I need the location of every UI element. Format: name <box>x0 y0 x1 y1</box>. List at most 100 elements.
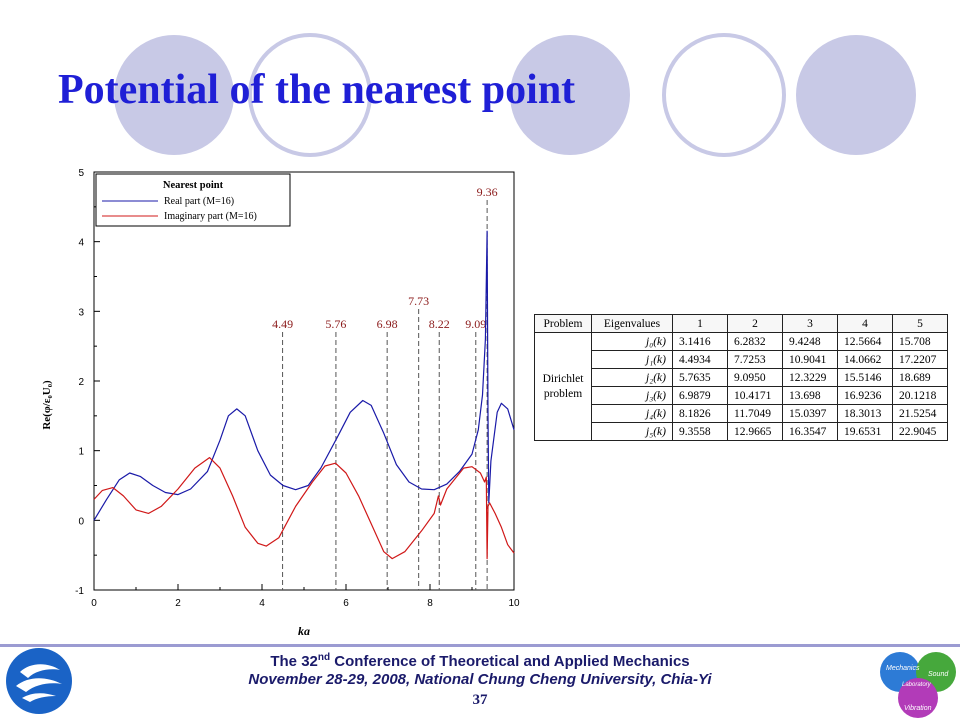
series-real-line <box>93 230 515 521</box>
logo-m: Mechanics <box>886 665 920 672</box>
x-tick-label: 6 <box>343 598 349 609</box>
table-row: j₄(k) 8.1826 11.7049 15.0397 18.3013 21.… <box>535 404 948 423</box>
value-cell: 15.708 <box>892 332 948 351</box>
header-col-3: 3 <box>782 314 838 333</box>
decor-circle-5 <box>796 35 916 155</box>
wave-bird-icon <box>16 664 62 702</box>
marker-label: 8.22 <box>429 317 450 331</box>
line-chart: 0 2 4 6 8 10 -1 0 1 2 3 4 5 4.49 5.76 6.98 7.738.22 9.0… <box>41 168 520 638</box>
y-tick-label: 3 <box>78 307 84 318</box>
plot-border <box>93 171 515 591</box>
value-cell: 9.4248 <box>782 332 838 351</box>
x-tick-label: 10 <box>508 598 520 609</box>
university-logo <box>6 648 72 714</box>
y-tick-label: -1 <box>75 586 84 597</box>
legend: Nearest point Real part (M=16) Imaginary… <box>95 173 291 227</box>
value-cell: 16.3547 <box>782 422 838 441</box>
header-col-5: 5 <box>892 314 948 333</box>
y-tick-label: 5 <box>78 168 84 179</box>
legend-entry-real: Real part (M=16) <box>164 196 234 207</box>
slide-title: Potential of the nearest point <box>58 67 576 113</box>
series-imag-line <box>93 457 515 560</box>
header-col-1: 1 <box>672 314 728 333</box>
header-col-4: 4 <box>837 314 893 333</box>
value-cell: 21.5254 <box>892 404 948 423</box>
value-cell: 12.3229 <box>782 368 838 387</box>
value-cell: 5.7635 <box>672 368 728 387</box>
problem-cell: Dirichlet problem <box>534 332 592 441</box>
conf-pre: The 32 <box>270 653 318 670</box>
value-cell: 13.698 <box>782 386 838 405</box>
value-cell: 11.7049 <box>727 404 783 423</box>
value-cell: 12.5664 <box>837 332 893 351</box>
value-cell: 12.9665 <box>727 422 783 441</box>
x-tick-label: 8 <box>427 598 433 609</box>
value-cell: 6.9879 <box>672 386 728 405</box>
x-axis-label: ka <box>298 624 310 638</box>
value-cell: 15.0397 <box>782 404 838 423</box>
eigenvalue-table-wrap: Problem Eigenvalues 1 2 3 4 5 Dirichlet p… <box>534 314 948 441</box>
fn-cell: j₅(k) <box>591 422 673 441</box>
conf-post: Conference of Theoretical and Applied Me… <box>330 653 690 670</box>
marker-label: 9.36 <box>477 185 498 199</box>
conference-name: The 32nd Conference of Theoretical and A… <box>0 652 960 670</box>
decor-circle-1 <box>114 35 234 155</box>
fn-cell: j₀(k) <box>591 332 673 351</box>
logo-l: Laboratory <box>902 682 932 688</box>
page-number: 37 <box>472 692 488 708</box>
y-axis-label: Re(φ/ε₀U₀) <box>41 380 53 430</box>
table-row: j₂(k) 5.7635 9.0950 12.3229 15.5146 18.6… <box>535 368 948 387</box>
value-cell: 18.689 <box>892 368 948 387</box>
axis-ticks <box>93 171 515 591</box>
value-cell: 9.3558 <box>672 422 728 441</box>
logo-s: Sound <box>928 671 949 678</box>
decor-circle-3 <box>510 35 630 155</box>
y-tick-label: 4 <box>78 238 84 249</box>
header-col-2: 2 <box>727 314 783 333</box>
logo-v: Vibration <box>904 705 932 712</box>
value-cell: 9.0950 <box>727 368 783 387</box>
series-lines <box>93 230 515 560</box>
conf-sup: nd <box>317 652 331 663</box>
value-cell: 16.9236 <box>837 386 893 405</box>
value-cell: 14.0662 <box>837 350 893 369</box>
x-tick-label: 4 <box>259 598 265 609</box>
value-cell: 20.1218 <box>892 386 948 405</box>
value-cell: 18.3013 <box>837 404 893 423</box>
x-tick-label: 2 <box>175 598 181 609</box>
value-cell: 22.9045 <box>892 422 948 441</box>
table-row: j₃(k) 6.9879 10.4171 13.698 16.9236 20.1… <box>535 386 948 405</box>
fn-cell: j₃(k) <box>591 386 673 405</box>
fn-cell: j₄(k) <box>591 404 673 423</box>
value-cell: 17.2207 <box>892 350 948 369</box>
plot-frame <box>93 171 515 591</box>
marker-label: 4.49 <box>272 317 293 331</box>
table-row: Dirichlet problem j₀(k) 3.1416 6.2832 9.4… <box>534 332 948 441</box>
value-cell: 10.4171 <box>727 386 783 405</box>
value-cell: 4.4934 <box>672 350 728 369</box>
eigenvalue-table: Problem Eigenvalues 1 2 3 4 5 Dirichlet p… <box>534 314 948 441</box>
lab-logo: Mechanics Sound Laboratory Vibration <box>880 652 956 718</box>
table-header-row: Problem Eigenvalues 1 2 3 4 5 <box>534 314 948 333</box>
header-problem: Problem <box>534 314 592 333</box>
conference-dates: November 28-29, 2008, National Chung Che… <box>248 671 712 688</box>
x-tick-label: 0 <box>91 598 97 609</box>
fn-cell: j₁(k) <box>591 350 673 369</box>
value-cell: 15.5146 <box>837 368 893 387</box>
y-tick-labels: -1 0 1 2 3 4 5 <box>75 168 84 597</box>
table-row: j₁(k) 4.4934 7.7253 10.9041 14.0662 17.2… <box>535 350 948 369</box>
marker-label: 5.76 <box>325 317 346 331</box>
value-cell: 8.1826 <box>672 404 728 423</box>
eigenvalue-markers: 4.49 5.76 6.98 7.738.22 9.09 9.36 <box>272 185 498 590</box>
problem-label-2: problem <box>543 387 583 400</box>
value-cell: 19.6531 <box>837 422 893 441</box>
legend-entry-imag: Imaginary part (M=16) <box>164 211 257 222</box>
y-tick-label: 1 <box>78 447 84 458</box>
value-cell: 7.7253 <box>727 350 783 369</box>
marker-label: 6.98 <box>377 317 398 331</box>
marker-label: 9.09 <box>465 317 486 331</box>
x-tick-labels: 0 2 4 6 8 10 <box>91 598 520 609</box>
decor-circle-2 <box>248 33 372 157</box>
table-row: j₅(k) 9.3558 12.9665 16.3547 19.6531 22.… <box>535 422 948 441</box>
fn-cell: j₂(k) <box>591 368 673 387</box>
